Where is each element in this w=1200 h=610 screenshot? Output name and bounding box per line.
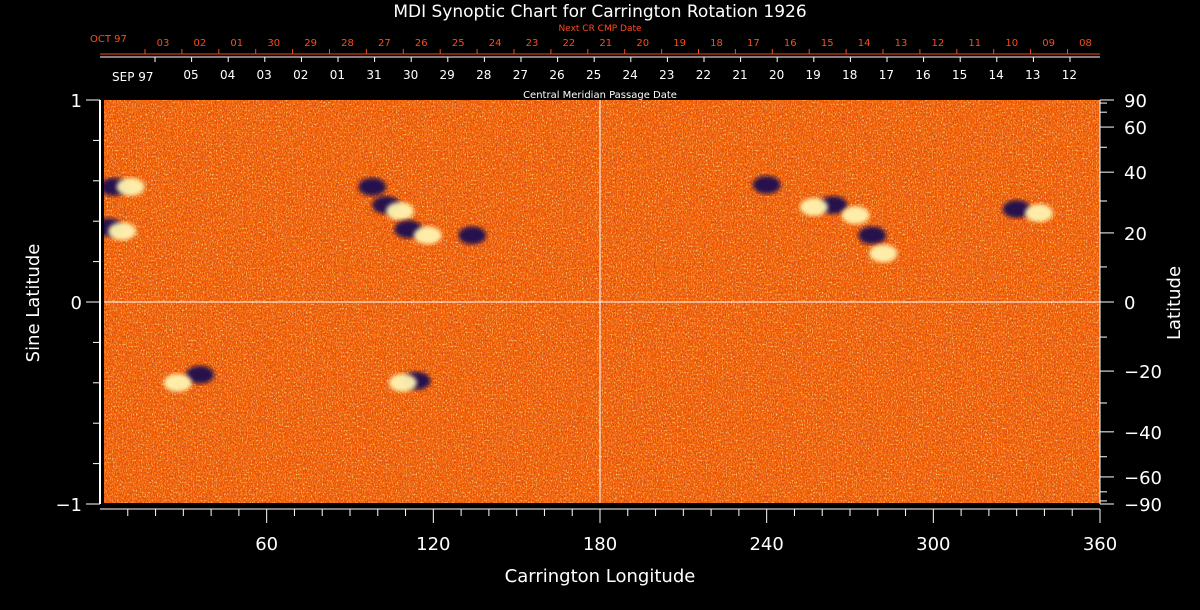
cmp-date-label: 18 [842, 68, 857, 82]
right-tick-label: 20 [1124, 224, 1147, 245]
right-tick-label: −60 [1124, 468, 1162, 489]
x-tick-label: 360 [1083, 534, 1117, 555]
cmp-date-label: 26 [549, 68, 564, 82]
right-tick-label: −40 [1124, 423, 1162, 444]
left-tick-label: −1 [55, 495, 82, 516]
next-cmp-date-label: 22 [563, 38, 576, 49]
active-region-positive [869, 244, 898, 263]
cmp-date-label: 31 [366, 68, 381, 82]
right-tick-label: 60 [1124, 118, 1147, 139]
cmp-date-label: 23 [659, 68, 674, 82]
active-region-positive [386, 202, 414, 221]
active-region-positive [1024, 204, 1053, 223]
cmp-start-label: SEP 97 [112, 70, 154, 84]
next-cmp-date-label: 14 [858, 38, 871, 49]
left-tick-label: 0 [71, 293, 82, 314]
next-cmp-date-label: 09 [1042, 38, 1055, 49]
cmp-date-label: 16 [915, 68, 930, 82]
cmp-date-label: 04 [220, 68, 235, 82]
cmp-date-label: 14 [989, 68, 1004, 82]
next-cmp-date-label: 27 [378, 38, 391, 49]
left-tick-label: 1 [71, 91, 82, 112]
active-region-positive [163, 373, 192, 392]
cmp-date-label: 29 [440, 68, 455, 82]
next-cmp-date-label: 13 [895, 38, 908, 49]
x-axis-label: Carrington Longitude [505, 566, 696, 587]
next-cmp-date-label: 10 [1005, 38, 1018, 49]
next-cmp-date-label: 24 [489, 38, 502, 49]
right-tick-label: −20 [1124, 362, 1162, 383]
cmp-date-label: 22 [696, 68, 711, 82]
next-cmp-date-label: 02 [194, 38, 207, 49]
x-tick-label: 180 [583, 534, 617, 555]
next-cmp-date-label: 23 [526, 38, 539, 49]
active-region-positive [388, 373, 417, 392]
next-cmp-start-label: OCT 97 [90, 34, 127, 45]
next-cmp-date-label: 20 [636, 38, 649, 49]
active-region-negative [858, 226, 887, 245]
next-cmp-date-axis: 03 02 01 30 29 28 27 26 25 24 23 22 21 20 19 18 17 16 15 14… [100, 38, 1100, 55]
active-regions [104, 175, 1053, 392]
next-cmp-axis-label: Next CR CMP Date [558, 24, 642, 34]
next-cmp-date-label: 30 [267, 38, 280, 49]
active-region-negative [1002, 200, 1031, 219]
cmp-date-label: 25 [586, 68, 601, 82]
next-cmp-date-label: 29 [304, 38, 317, 49]
cmp-axis-label: Central Meridian Passage Date [523, 90, 677, 101]
right-tick-label: 90 [1124, 91, 1147, 112]
next-cmp-date-label: 15 [821, 38, 834, 49]
x-tick-label: 300 [916, 534, 950, 555]
active-region-negative [358, 177, 387, 196]
active-region-positive [116, 177, 145, 196]
cmp-date-label: 21 [732, 68, 747, 82]
x-tick-label: 60 [255, 534, 278, 555]
x-tick-label: 120 [416, 534, 450, 555]
y-axis-label-right: Latitude [1164, 266, 1185, 340]
cmp-date-label: 01 [330, 68, 345, 82]
cmp-date-label: 15 [952, 68, 967, 82]
active-region-positive [108, 222, 137, 241]
cmp-date-label: 02 [293, 68, 308, 82]
right-tick-label: 40 [1124, 163, 1147, 184]
next-cmp-date-label: 03 [157, 38, 170, 49]
active-region-negative [458, 226, 487, 245]
cmp-date-axis: 05 04 03 02 01 31 30 29 28 27 26 25 24 23 22 21 20 19 18 17… [100, 56, 1100, 82]
next-cmp-date-label: 16 [784, 38, 797, 49]
chart-axes: 60 120 180 240 300 360 1 0 −1 90 60 40 20 0 −20 −40 −60 −… [55, 91, 1162, 555]
active-region-negative [752, 175, 781, 194]
right-tick-label: −90 [1124, 495, 1162, 516]
active-region-positive [799, 198, 828, 217]
cmp-date-label: 28 [476, 68, 491, 82]
next-cmp-date-label: 21 [599, 38, 612, 49]
right-tick-label: 0 [1124, 293, 1135, 314]
cmp-date-label: 05 [183, 68, 198, 82]
next-cmp-date-label: 08 [1079, 38, 1092, 49]
y-axis-label-left: Sine Latitude [23, 244, 44, 363]
next-cmp-date-label: 17 [747, 38, 760, 49]
active-region-positive [413, 226, 442, 245]
cmp-date-label: 24 [623, 68, 638, 82]
next-cmp-date-label: 25 [452, 38, 465, 49]
active-region-negative [186, 365, 214, 384]
next-cmp-date-label: 11 [968, 38, 981, 49]
next-cmp-date-label: 26 [415, 38, 428, 49]
cmp-date-label: 27 [513, 68, 528, 82]
magnetogram-plot-area [104, 100, 1100, 503]
next-cmp-date-label: 19 [673, 38, 686, 49]
cmp-date-label: 19 [806, 68, 821, 82]
next-cmp-date-label: 28 [341, 38, 354, 49]
active-region-positive [841, 206, 870, 225]
cmp-date-label: 20 [769, 68, 784, 82]
cmp-date-label: 17 [879, 68, 894, 82]
x-tick-label: 240 [749, 534, 783, 555]
chart-title: MDI Synoptic Chart for Carrington Rotati… [393, 2, 806, 22]
next-cmp-date-label: 01 [230, 38, 243, 49]
cmp-date-label: 03 [257, 68, 272, 82]
next-cmp-date-label: 12 [932, 38, 945, 49]
next-cmp-date-label: 18 [710, 38, 723, 49]
cmp-date-label: 13 [1025, 68, 1040, 82]
cmp-date-label: 12 [1062, 68, 1077, 82]
cmp-date-label: 30 [403, 68, 418, 82]
